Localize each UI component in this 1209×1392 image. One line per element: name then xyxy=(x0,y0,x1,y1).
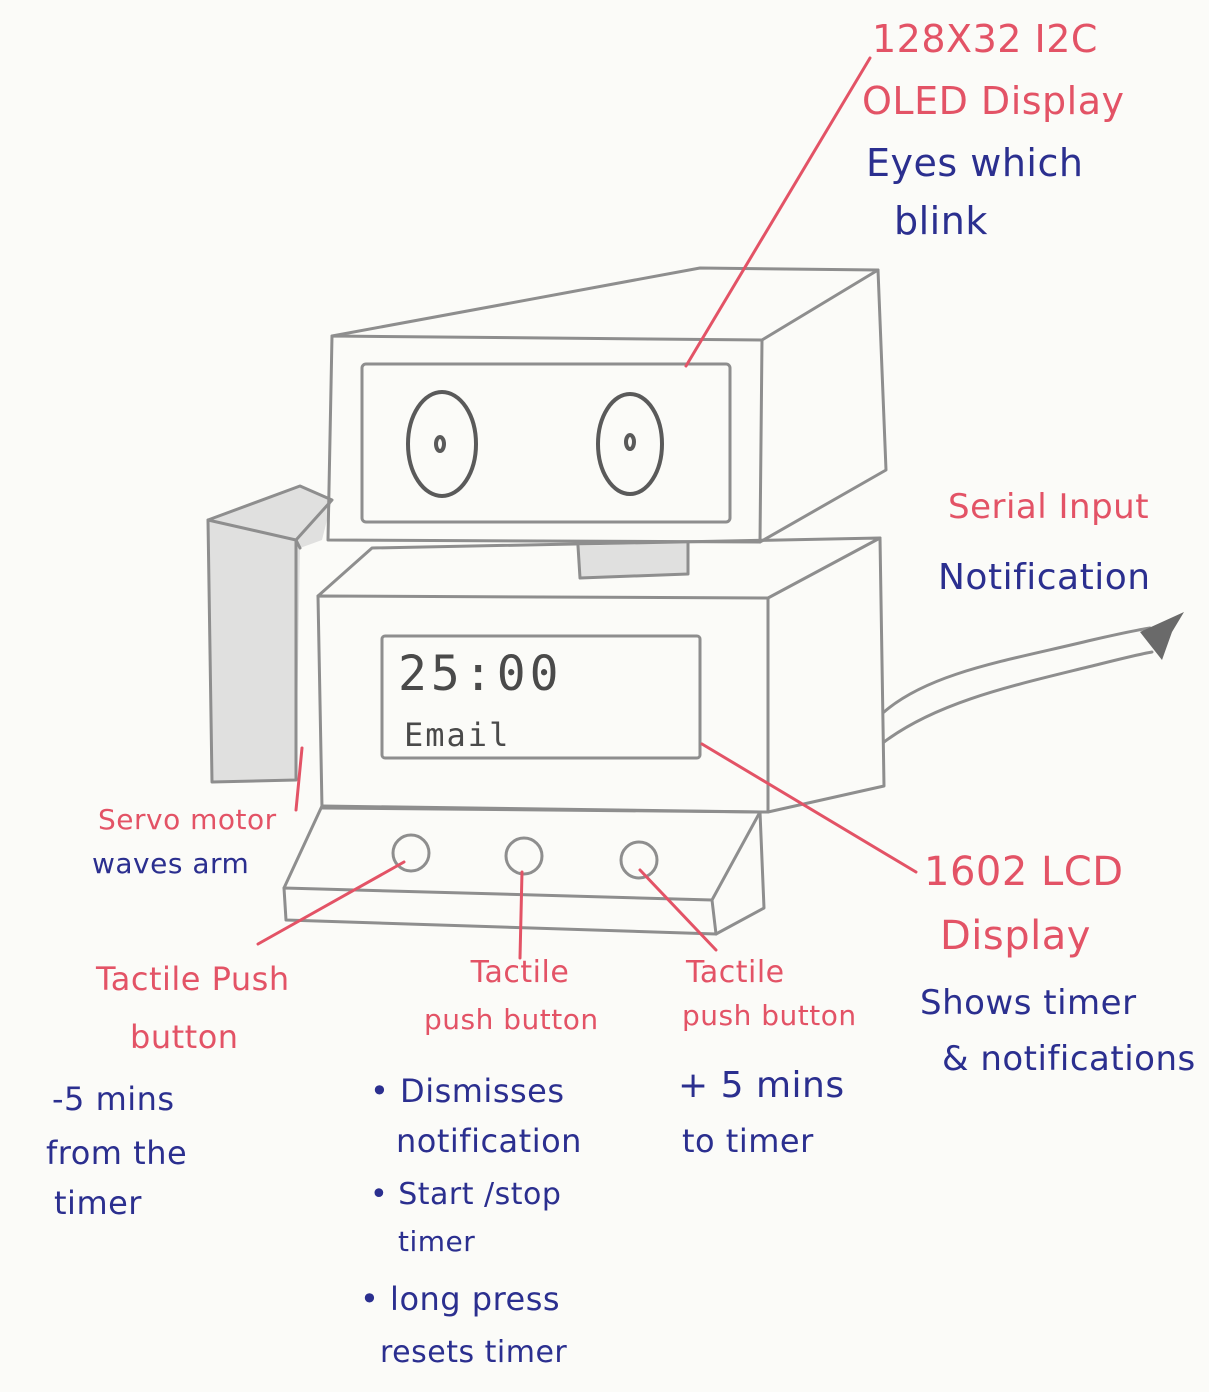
lcd-desc-line2: & notifications xyxy=(942,1039,1196,1079)
lcd-desc-line1: Shows timer xyxy=(920,983,1137,1023)
neck xyxy=(576,540,690,580)
right-button-desc-line2: to timer xyxy=(682,1122,814,1160)
right-button-title-line1: Tactile xyxy=(686,955,785,990)
middle-button-desc-line4: timer xyxy=(398,1225,476,1258)
leader-lines xyxy=(256,56,918,960)
right-button xyxy=(619,840,659,880)
right-button-leader xyxy=(638,868,718,952)
servo-desc: waves arm xyxy=(92,847,250,880)
oled-desc-line2: blink xyxy=(894,199,988,243)
left-button-title-line2: button xyxy=(130,1018,239,1056)
left-button xyxy=(391,833,431,873)
base xyxy=(282,804,766,936)
right-button-desc-line1: + 5 mins xyxy=(678,1065,845,1106)
lcd-timer: 25:00 xyxy=(398,646,563,702)
lcd-title-line1: 1602 LCD xyxy=(924,849,1124,895)
left-button-desc-line2: from the xyxy=(46,1134,188,1172)
lcd-message: Email xyxy=(404,716,511,754)
servo-leader xyxy=(294,746,304,812)
right-button-title-line2: push button xyxy=(682,999,857,1032)
middle-button-desc-line2: notification xyxy=(396,1122,582,1160)
left-button-leader xyxy=(256,860,406,946)
left-button-desc-line3: timer xyxy=(54,1184,142,1222)
middle-button-title-line1: Tactile xyxy=(470,955,570,990)
cable-connector-icon xyxy=(1140,612,1184,660)
left-button-title-line1: Tactile Push xyxy=(96,960,290,998)
middle-button-title-line2: push button xyxy=(424,1003,599,1036)
lcd-leader xyxy=(700,742,918,874)
serial-title: Serial Input xyxy=(948,487,1150,527)
lcd-title-line2: Display xyxy=(940,913,1091,959)
servo-box xyxy=(206,484,334,784)
oled-title-line1: 128X32 I2C xyxy=(872,17,1098,61)
lcd-screen xyxy=(380,634,702,760)
head-box xyxy=(326,266,888,544)
middle-button-leader xyxy=(518,870,524,960)
middle-button-desc-line5: • long press xyxy=(360,1280,561,1318)
middle-button xyxy=(504,836,544,876)
left-pupil xyxy=(434,435,446,453)
right-eye xyxy=(596,392,664,496)
oled-screen xyxy=(360,362,732,524)
middle-button-desc-line6: resets timer xyxy=(380,1335,568,1370)
right-pupil xyxy=(624,433,636,451)
serial-desc: Notification xyxy=(938,557,1151,598)
left-button-desc-line1: -5 mins xyxy=(52,1080,175,1118)
left-eye xyxy=(406,390,478,498)
serial-cable xyxy=(882,612,1184,744)
body-box xyxy=(316,536,886,814)
middle-button-desc-line1: • Dismisses xyxy=(370,1072,565,1110)
oled-desc-line1: Eyes which xyxy=(866,141,1084,185)
oled-title-line2: OLED Display xyxy=(862,79,1125,123)
oled-leader xyxy=(684,56,872,368)
servo-title: Servo motor xyxy=(98,803,277,836)
middle-button-desc-line3: • Start /stop xyxy=(370,1177,562,1212)
